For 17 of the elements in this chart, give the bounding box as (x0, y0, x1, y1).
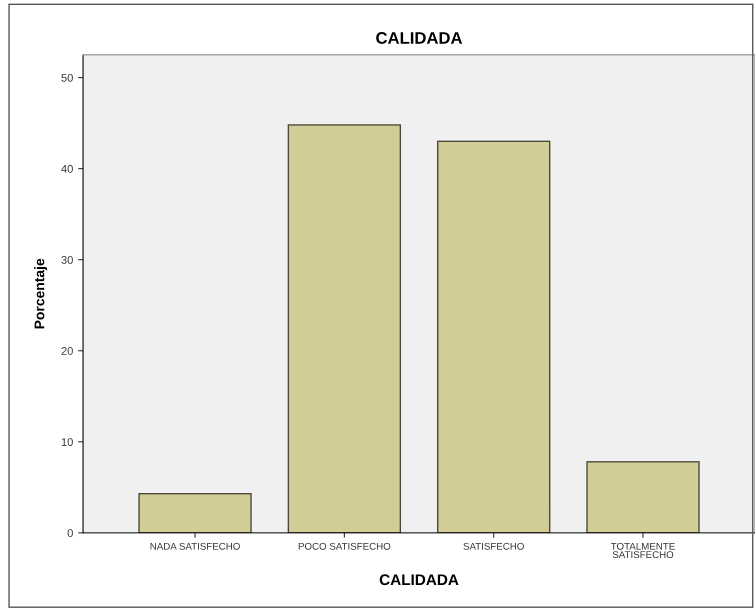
x-tick-label: TOTALMENTE SATISFECHO (610, 542, 675, 558)
y-axis-title: Porcentaje (34, 258, 48, 328)
x-tick-label: NADA SATISFECHO (150, 542, 240, 550)
bar (288, 124, 402, 533)
y-tick-label: 0 (68, 529, 73, 538)
y-tick-label: 20 (62, 347, 73, 355)
x-tick-label: POCO SATISFECHO (298, 542, 390, 550)
chart-title: CALIDADA (376, 32, 462, 44)
x-tick-label: SATISFECHO (463, 542, 524, 550)
bar (436, 140, 550, 533)
x-axis-title: CALIDADA (380, 574, 459, 586)
y-tick-label: 40 (61, 164, 73, 173)
bar (138, 493, 252, 533)
bar (586, 461, 700, 533)
y-tick-label: 10 (62, 438, 73, 446)
y-tick-label: 50 (61, 74, 73, 82)
y-tick-label: 30 (61, 256, 73, 264)
